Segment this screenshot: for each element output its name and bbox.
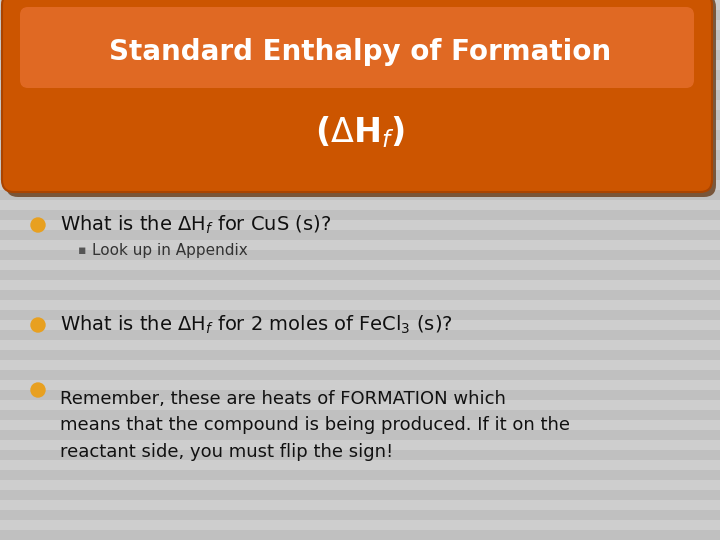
Bar — [0, 240, 720, 250]
Bar — [0, 370, 720, 380]
Bar — [0, 30, 720, 40]
Bar — [0, 310, 720, 320]
Bar — [0, 230, 720, 240]
Bar — [0, 400, 720, 410]
Bar — [0, 260, 720, 270]
Bar — [0, 50, 720, 60]
Bar — [0, 20, 720, 30]
Bar — [0, 160, 720, 170]
Bar — [0, 340, 720, 350]
Bar — [0, 90, 720, 100]
Circle shape — [31, 218, 45, 232]
Circle shape — [31, 383, 45, 397]
Bar — [0, 200, 720, 210]
Bar — [0, 300, 720, 310]
Bar — [0, 290, 720, 300]
Bar — [0, 330, 720, 340]
Bar — [0, 520, 720, 530]
Bar — [0, 430, 720, 440]
Bar — [0, 270, 720, 280]
Bar — [0, 360, 720, 370]
Bar — [0, 410, 720, 420]
Text: Look up in Appendix: Look up in Appendix — [92, 242, 248, 258]
Bar — [0, 500, 720, 510]
Bar — [0, 490, 720, 500]
Bar — [0, 120, 720, 130]
Bar — [0, 380, 720, 390]
Bar — [0, 150, 720, 160]
Bar — [0, 70, 720, 80]
Bar — [0, 460, 720, 470]
Bar — [0, 470, 720, 480]
Bar — [0, 320, 720, 330]
Text: What is the $\Delta$H$_f$ for CuS (s)?: What is the $\Delta$H$_f$ for CuS (s)? — [60, 214, 331, 236]
Bar — [0, 0, 720, 10]
Bar — [0, 250, 720, 260]
Bar — [0, 440, 720, 450]
Bar — [0, 420, 720, 430]
Bar — [0, 280, 720, 290]
Circle shape — [31, 318, 45, 332]
FancyBboxPatch shape — [2, 0, 712, 192]
Bar — [0, 220, 720, 230]
FancyBboxPatch shape — [20, 7, 694, 88]
Bar — [0, 530, 720, 540]
Text: ($\Delta$H$_f$): ($\Delta$H$_f$) — [315, 114, 405, 150]
Text: ▪: ▪ — [78, 244, 86, 256]
Bar — [0, 40, 720, 50]
Bar — [0, 10, 720, 20]
Bar — [0, 480, 720, 490]
Bar — [0, 110, 720, 120]
Bar — [0, 130, 720, 140]
Bar — [0, 80, 720, 90]
Bar — [0, 170, 720, 180]
Text: Remember, these are heats of FORMATION which
means that the compound is being pr: Remember, these are heats of FORMATION w… — [60, 390, 570, 461]
Bar — [0, 210, 720, 220]
Bar — [0, 510, 720, 520]
Bar — [0, 60, 720, 70]
Bar — [0, 390, 720, 400]
Bar — [0, 450, 720, 460]
FancyBboxPatch shape — [6, 0, 716, 197]
Text: What is the $\Delta$H$_f$ for 2 moles of FeCl$_3$ (s)?: What is the $\Delta$H$_f$ for 2 moles of… — [60, 314, 453, 336]
Bar — [0, 190, 720, 200]
Bar — [0, 180, 720, 190]
Bar — [0, 140, 720, 150]
Bar — [0, 100, 720, 110]
Text: Standard Enthalpy of Formation: Standard Enthalpy of Formation — [109, 38, 611, 66]
Bar — [0, 350, 720, 360]
